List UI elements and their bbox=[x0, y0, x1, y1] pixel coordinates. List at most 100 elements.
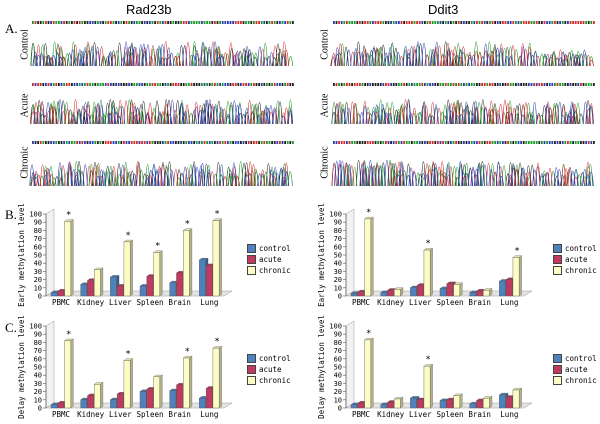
bar-pbmc-chronic bbox=[364, 216, 374, 297]
significance-star-liver: * bbox=[425, 239, 430, 249]
legend-label-control: control bbox=[259, 354, 291, 363]
legend-swatch-control bbox=[247, 244, 256, 253]
y-tick-label: 40 bbox=[334, 372, 342, 380]
y-tick-label: 90 bbox=[334, 331, 342, 339]
bar-kidney-chronic bbox=[393, 396, 404, 409]
significance-star-liver: * bbox=[125, 231, 130, 241]
bar-pbmc-chronic bbox=[64, 338, 74, 409]
y-tick-label: 60 bbox=[34, 355, 42, 363]
significance-star-pbmc: * bbox=[366, 208, 371, 218]
y-tick-label: 90 bbox=[34, 219, 42, 227]
side-wall bbox=[345, 320, 355, 409]
rad23b-trace-chronic bbox=[29, 141, 294, 187]
significance-star-brain: * bbox=[185, 219, 190, 229]
significance-star-lung: * bbox=[514, 246, 519, 256]
y-tick-label: 80 bbox=[334, 339, 342, 347]
y-tick-label: 90 bbox=[34, 331, 42, 339]
x-tick-label-pbmc: PBMC bbox=[52, 410, 70, 419]
x-tick-label-pbmc: PBMC bbox=[52, 298, 70, 307]
y-tick-label: 10 bbox=[34, 284, 42, 292]
header-rad23b: Rad23b bbox=[126, 2, 172, 17]
x-tick-label-kidney: Kidney bbox=[77, 298, 105, 307]
bar-liver-chronic bbox=[123, 358, 134, 409]
bar-liver-chronic bbox=[123, 239, 134, 297]
significance-star-pbmc: * bbox=[366, 329, 371, 339]
y-tick-label: 60 bbox=[34, 243, 42, 251]
x-tick-label-pbmc: PBMC bbox=[352, 298, 370, 307]
x-tick-label-brain: Brain bbox=[468, 410, 491, 419]
bar-liver-chronic bbox=[423, 364, 434, 409]
y-tick-label: 50 bbox=[334, 364, 342, 372]
legend-swatch-acute bbox=[553, 365, 562, 374]
y-tick-label: 0 bbox=[38, 405, 42, 413]
y-tick-label: 0 bbox=[38, 293, 42, 301]
legend-swatch-control bbox=[553, 354, 562, 363]
y-tick-label: 20 bbox=[34, 276, 42, 284]
x-tick-label-spleen: Spleen bbox=[136, 298, 163, 307]
x-tick-label-lung: Lung bbox=[200, 410, 218, 419]
bar-brain-chronic bbox=[182, 228, 193, 297]
x-tick-label-liver: Liver bbox=[109, 410, 132, 419]
x-tick-label-liver: Liver bbox=[109, 298, 132, 307]
x-tick-label-lung: Lung bbox=[500, 298, 518, 307]
legend-label-control: control bbox=[565, 244, 597, 253]
legend-label-acute: acute bbox=[565, 365, 588, 374]
x-tick-label-pbmc: PBMC bbox=[352, 410, 370, 419]
legend-c-rad23b: control acute chronic bbox=[247, 353, 291, 386]
x-tick-label-kidney: Kidney bbox=[377, 410, 405, 419]
legend-swatch-chronic bbox=[247, 266, 256, 275]
y-tick-label: 80 bbox=[34, 339, 42, 347]
y-tick-label: 60 bbox=[334, 243, 342, 251]
significance-star-brain: * bbox=[185, 347, 190, 357]
significance-star-pbmc: * bbox=[66, 210, 71, 220]
x-tick-label-kidney: Kidney bbox=[77, 410, 105, 419]
panel-label-a: A. bbox=[5, 21, 18, 36]
y-tick-label: 40 bbox=[334, 260, 342, 268]
side-wall bbox=[45, 320, 55, 409]
header-ddit3: Ddit3 bbox=[428, 2, 459, 17]
y-tick-label: 20 bbox=[34, 388, 42, 396]
x-tick-label-lung: Lung bbox=[500, 410, 518, 419]
legend-label-chronic: chronic bbox=[259, 266, 291, 275]
legend-swatch-control bbox=[247, 354, 256, 363]
ddit3-trace-control bbox=[330, 21, 595, 67]
legend-b-rad23b: control acute chronic bbox=[247, 243, 291, 276]
legend-swatch-chronic bbox=[247, 376, 256, 385]
significance-star-liver: * bbox=[125, 349, 130, 359]
y-tick-label: 10 bbox=[334, 284, 342, 292]
y-tick-label: 100 bbox=[29, 211, 42, 219]
ddit3-trace-chronic bbox=[331, 141, 595, 187]
y-tick-label: 100 bbox=[29, 323, 42, 331]
bar-brain-chronic bbox=[182, 355, 193, 409]
y-tick-label: 50 bbox=[34, 252, 42, 260]
x-tick-label-brain: Brain bbox=[168, 410, 191, 419]
legend-label-acute: acute bbox=[259, 365, 282, 374]
y-tick-label: 100 bbox=[329, 211, 342, 219]
legend-label-acute: acute bbox=[565, 255, 588, 264]
y-tick-label: 70 bbox=[334, 347, 342, 355]
legend-c-ddit3: control acute chronic bbox=[553, 353, 597, 386]
x-tick-label-spleen: Spleen bbox=[136, 410, 163, 419]
bar-lung-chronic bbox=[212, 218, 223, 297]
side-wall bbox=[345, 208, 355, 297]
y-tick-label: 80 bbox=[334, 227, 342, 235]
x-tick-label-liver: Liver bbox=[409, 298, 432, 307]
legend-swatch-chronic bbox=[553, 266, 562, 275]
x-tick-label-brain: Brain bbox=[468, 298, 491, 307]
y-tick-label: 10 bbox=[334, 396, 342, 404]
y-tick-label: 30 bbox=[34, 268, 42, 276]
x-tick-label-brain: Brain bbox=[168, 298, 191, 307]
y-tick-label: 40 bbox=[34, 260, 42, 268]
bar-liver-chronic bbox=[423, 247, 434, 297]
significance-star-liver: * bbox=[425, 355, 430, 365]
y-tick-label: 90 bbox=[334, 219, 342, 227]
y-axis-label: Delay methylation level bbox=[17, 315, 26, 419]
y-tick-label: 30 bbox=[34, 380, 42, 388]
legend-swatch-control bbox=[553, 244, 562, 253]
y-tick-label: 50 bbox=[34, 364, 42, 372]
legend-swatch-acute bbox=[247, 365, 256, 374]
legend-label-chronic: chronic bbox=[259, 376, 291, 385]
bar-lung-chronic bbox=[512, 387, 523, 409]
